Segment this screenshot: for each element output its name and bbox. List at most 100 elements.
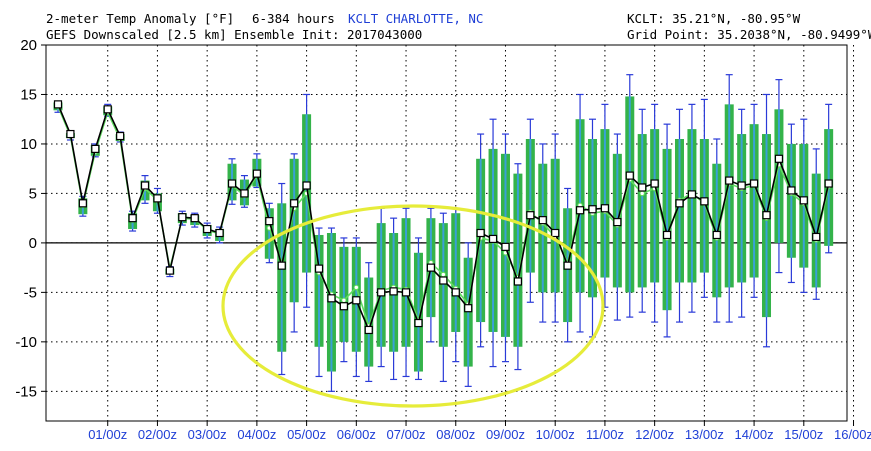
box-core <box>715 163 718 298</box>
mean-point <box>725 176 734 185</box>
x-tick-label: 12/00z <box>635 427 674 442</box>
box-core <box>790 143 793 258</box>
y-tick-label: -10 <box>15 334 37 351</box>
x-tick-label: 05/00z <box>287 427 326 442</box>
mean-point <box>575 206 585 215</box>
box-core <box>442 223 445 347</box>
x-tick-label: 13/00z <box>685 427 724 442</box>
mean-point <box>377 288 386 297</box>
x-tick-label: 02/00z <box>138 427 177 442</box>
mean-point <box>140 181 150 190</box>
mean-point <box>650 179 659 188</box>
mean-point <box>66 129 75 139</box>
x-tick-label: 01/00z <box>88 427 127 442</box>
y-tick-label: -5 <box>24 284 37 301</box>
y-tick-label: 10 <box>20 136 37 153</box>
median-point <box>639 190 645 197</box>
chart-subtitle: GEFS Downscaled [2.5 km] Ensemble Init: … <box>46 27 423 42</box>
mean-point <box>53 100 63 109</box>
box-core <box>541 163 544 293</box>
mean-point <box>165 266 174 275</box>
box-core <box>765 134 768 318</box>
box-core <box>603 129 606 278</box>
mean-point <box>178 213 187 222</box>
mean-point <box>426 263 435 272</box>
box-core <box>405 218 408 347</box>
mean-point <box>638 183 647 192</box>
mean-point <box>414 318 423 328</box>
mean-point <box>600 204 610 213</box>
mean-point <box>103 105 112 114</box>
mean-point <box>588 205 597 214</box>
box-core <box>777 109 780 243</box>
box-core <box>554 158 557 293</box>
box-core <box>628 96 631 293</box>
mean-point <box>265 217 274 226</box>
box-core <box>529 139 532 273</box>
mean-point <box>662 230 672 240</box>
mean-point <box>352 296 361 305</box>
mean-point <box>812 232 821 242</box>
mean-point <box>389 287 398 296</box>
mean-point <box>215 228 224 238</box>
x-tick-label: 14/00z <box>735 427 774 442</box>
y-tick-label: 5 <box>29 185 37 202</box>
mean-point <box>749 179 759 188</box>
mean-point <box>302 181 311 190</box>
box-core <box>690 129 693 283</box>
y-tick-label: 15 <box>20 86 37 103</box>
mean-point <box>799 196 808 205</box>
y-tick-label: 0 <box>29 235 37 252</box>
box-core <box>516 173 519 347</box>
mean-point <box>277 261 286 270</box>
chart-title: 2-meter Temp Anomaly [°F] <box>46 11 235 26</box>
mean-point <box>203 224 212 234</box>
mean-point <box>464 304 473 313</box>
box-core <box>641 134 644 288</box>
mean-point <box>339 302 348 311</box>
x-tick-label: 04/00z <box>237 427 276 442</box>
box-core <box>678 139 681 283</box>
median-point <box>440 271 447 278</box>
mean-point <box>327 294 336 303</box>
box-core <box>280 203 283 352</box>
x-tick-label: 03/00z <box>188 427 227 442</box>
station-coordinates: KCLT: 35.21°N, -80.95°W <box>627 11 801 26</box>
mean-point <box>290 199 299 208</box>
x-tick-label: 07/00z <box>387 427 426 442</box>
x-tick-label: 09/00z <box>486 427 525 442</box>
mean-point <box>551 228 560 238</box>
mean-point <box>526 211 535 220</box>
mean-point <box>513 277 523 286</box>
mean-point <box>190 214 199 223</box>
mean-point <box>563 261 572 270</box>
mean-point <box>501 242 510 251</box>
mean-point <box>762 211 771 220</box>
x-tick-label: 10/00z <box>536 427 575 442</box>
mean-point <box>675 199 684 208</box>
station-name: KCLT CHARLOTTE, NC <box>348 11 484 26</box>
box-core <box>591 139 594 298</box>
y-tick-label: -15 <box>15 383 37 400</box>
mean-point <box>153 194 162 203</box>
x-tick-label: 16/00z <box>834 427 871 442</box>
mean-point <box>91 144 100 153</box>
mean-point <box>737 181 746 190</box>
mean-point <box>774 154 784 163</box>
mean-point <box>314 264 324 273</box>
mean-point <box>116 131 125 141</box>
box-core <box>380 223 383 347</box>
mean-point <box>364 325 373 335</box>
grid-point-coordinates: Grid Point: 35.2038°N, -80.9499°W <box>627 27 871 42</box>
mean-point <box>824 179 833 188</box>
median-point <box>353 284 360 291</box>
box-core <box>740 134 743 283</box>
mean-point <box>687 190 697 199</box>
box-core <box>454 213 457 332</box>
y-tick-label: 20 <box>20 37 37 54</box>
mean-point <box>625 171 634 180</box>
mean-point <box>227 179 237 188</box>
mean-point <box>401 288 411 297</box>
mean-point <box>128 214 137 223</box>
